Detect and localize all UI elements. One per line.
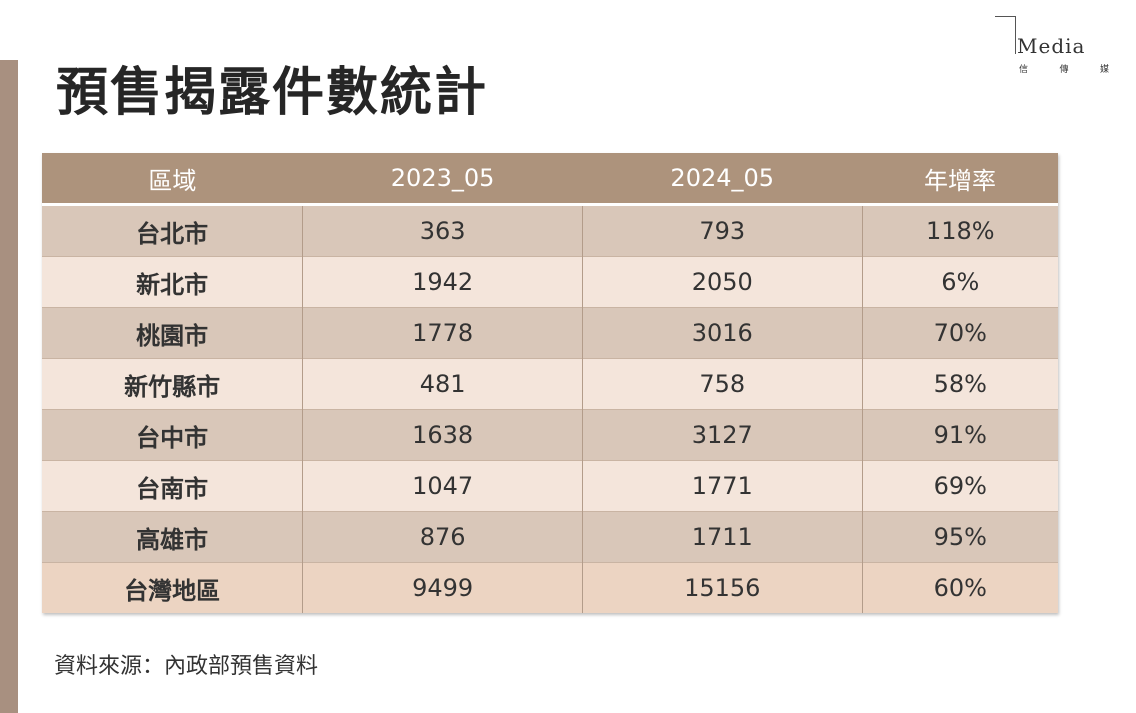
- header-region: 區域: [42, 153, 303, 206]
- cell-value-2023: 1778: [302, 307, 583, 359]
- cell-value-2024: 1771: [581, 460, 863, 512]
- cell-value-2023: 876: [302, 511, 583, 563]
- cell-growth-rate: 6%: [861, 256, 1058, 308]
- page-title: 預售揭露件數統計: [56, 63, 489, 123]
- cell-value-2024: 793: [581, 204, 863, 257]
- cell-growth-rate: 91%: [861, 409, 1058, 461]
- presale-stats-table: 區域 2023_05 2024_05 年增率 台北市 363 793 118% 新北市 1…: [42, 153, 1058, 613]
- cell-region: 新北市: [42, 256, 303, 308]
- cell-value-2024: 15156: [581, 562, 863, 613]
- cell-value-2024: 3016: [581, 307, 863, 359]
- table-row: 高雄市 876 1711 95%: [42, 511, 1058, 563]
- cell-value-2023: 9499: [302, 562, 583, 613]
- cell-value-2024: 1711: [581, 511, 863, 563]
- cell-region: 高雄市: [42, 511, 303, 563]
- header-2023: 2023_05: [302, 153, 583, 206]
- cell-region: 新竹縣市: [42, 358, 303, 410]
- cell-growth-rate: 70%: [861, 307, 1058, 359]
- media-logo: Media 信 傳 媒: [995, 12, 1120, 82]
- table-row: 桃園市 1778 3016 70%: [42, 307, 1058, 359]
- cell-value-2024: 2050: [581, 256, 863, 308]
- logo-sub-char: 信: [1019, 65, 1029, 75]
- cell-region: 桃園市: [42, 307, 303, 359]
- cell-growth-rate: 118%: [861, 204, 1058, 257]
- table-row: 台南市 1047 1771 69%: [42, 460, 1058, 512]
- cell-value-2024: 758: [581, 358, 863, 410]
- table-row: 新北市 1942 2050 6%: [42, 256, 1058, 308]
- cell-growth-rate: 95%: [861, 511, 1058, 563]
- logo-word: Media: [1017, 34, 1086, 58]
- cell-region: 台中市: [42, 409, 303, 461]
- cell-value-2024: 3127: [581, 409, 863, 461]
- table-row: 新竹縣市 481 758 58%: [42, 358, 1058, 410]
- table-row: 台北市 363 793 118%: [42, 204, 1058, 257]
- header-2024: 2024_05: [582, 153, 863, 206]
- cell-growth-rate: 58%: [861, 358, 1058, 410]
- cell-value-2023: 1047: [302, 460, 583, 512]
- cell-region: 台北市: [42, 204, 303, 257]
- cell-value-2023: 1942: [302, 256, 583, 308]
- cell-value-2023: 481: [302, 358, 583, 410]
- data-source-note: 資料來源：內政部預售資料: [54, 654, 319, 679]
- cell-value-2023: 1638: [302, 409, 583, 461]
- cell-growth-rate: 69%: [861, 460, 1058, 512]
- cell-growth-rate: 60%: [861, 562, 1058, 613]
- logo-sub-char: 媒: [1099, 65, 1109, 75]
- header-growth: 年增率: [862, 153, 1058, 206]
- cell-region: 台南市: [42, 460, 303, 512]
- logo-sub-char: 傳: [1059, 65, 1069, 75]
- table-header-row: 區域 2023_05 2024_05 年增率: [42, 153, 1058, 206]
- cell-region: 台灣地區: [42, 562, 303, 613]
- side-accent-bar: [0, 60, 18, 713]
- table-row: 台灣地區 9499 15156 60%: [42, 562, 1058, 613]
- table-row: 台中市 1638 3127 91%: [42, 409, 1058, 461]
- cell-value-2023: 363: [302, 204, 583, 257]
